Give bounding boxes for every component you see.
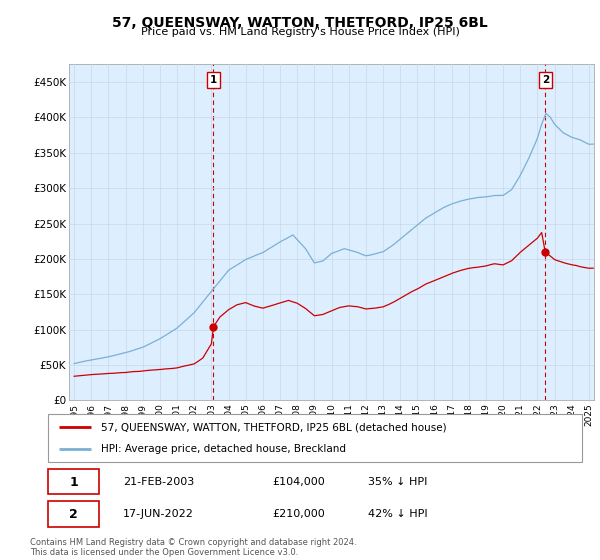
FancyBboxPatch shape	[48, 414, 582, 462]
Text: 35% ↓ HPI: 35% ↓ HPI	[368, 477, 428, 487]
Text: HPI: Average price, detached house, Breckland: HPI: Average price, detached house, Brec…	[101, 444, 346, 454]
Text: 1: 1	[69, 475, 78, 489]
Text: 1: 1	[210, 75, 217, 85]
Text: £104,000: £104,000	[272, 477, 325, 487]
FancyBboxPatch shape	[48, 469, 99, 494]
Text: 21-FEB-2003: 21-FEB-2003	[123, 477, 194, 487]
Text: 57, QUEENSWAY, WATTON, THETFORD, IP25 6BL (detached house): 57, QUEENSWAY, WATTON, THETFORD, IP25 6B…	[101, 422, 447, 432]
Text: £210,000: £210,000	[272, 510, 325, 519]
FancyBboxPatch shape	[48, 501, 99, 526]
Text: Price paid vs. HM Land Registry's House Price Index (HPI): Price paid vs. HM Land Registry's House …	[140, 27, 460, 37]
Text: Contains HM Land Registry data © Crown copyright and database right 2024.
This d: Contains HM Land Registry data © Crown c…	[30, 538, 356, 557]
Text: 42% ↓ HPI: 42% ↓ HPI	[368, 510, 428, 519]
Text: 2: 2	[69, 508, 78, 521]
Text: 2: 2	[542, 75, 549, 85]
Text: 57, QUEENSWAY, WATTON, THETFORD, IP25 6BL: 57, QUEENSWAY, WATTON, THETFORD, IP25 6B…	[112, 16, 488, 30]
Text: 17-JUN-2022: 17-JUN-2022	[123, 510, 194, 519]
